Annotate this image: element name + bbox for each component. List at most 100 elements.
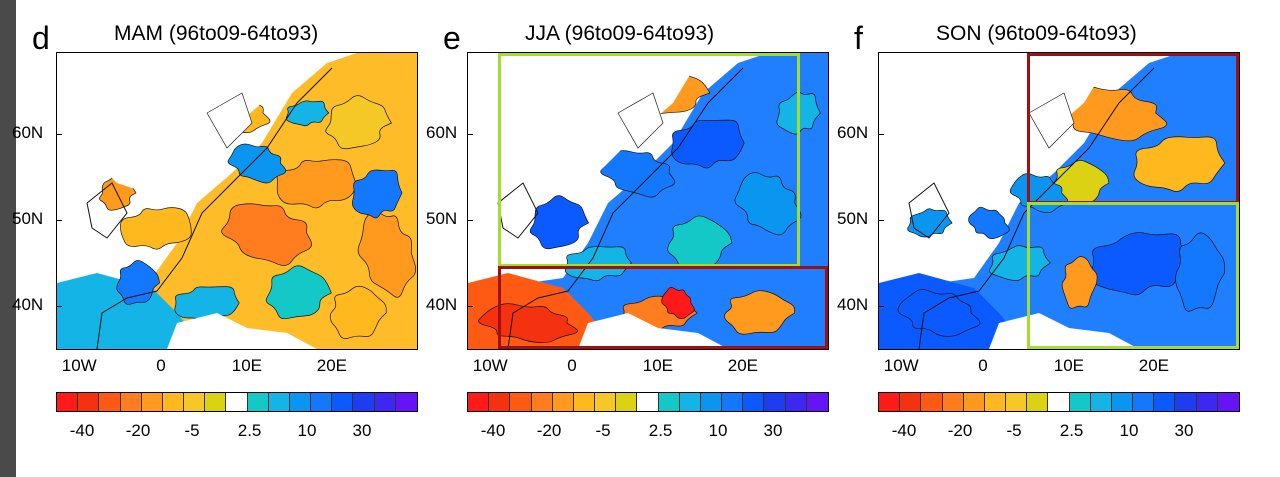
colorbar-segment (395, 393, 417, 411)
latitude-label: 60N (837, 123, 869, 142)
latitude-tick (56, 220, 62, 221)
colorbar-segment (616, 393, 638, 411)
latitude-label: 50N (12, 209, 44, 228)
colorbar-label: 2.5 (648, 421, 673, 440)
colorbar-label: -5 (1006, 421, 1022, 440)
latitude-label: 50N (426, 209, 458, 228)
longitude-label: 10W (61, 356, 97, 375)
colorbar-segment (57, 393, 79, 411)
latitude-tick (56, 306, 62, 307)
colorbar-label: 30 (763, 421, 783, 440)
colorbar (56, 392, 418, 412)
colorbar-segment (1111, 393, 1134, 411)
colorbar-label: 30 (352, 421, 372, 440)
longitude-label: 10W (472, 356, 508, 375)
colorbar-segment (510, 393, 532, 411)
latitude-label: 60N (426, 123, 458, 142)
colorbar-segment (552, 393, 574, 411)
map-panel (56, 52, 418, 350)
colorbar-label: 2.5 (1059, 421, 1084, 440)
colorbar-segment (879, 393, 901, 411)
latitude-label: 40N (837, 295, 869, 314)
panel-letter: f (854, 20, 863, 56)
colorbar-segment (743, 393, 765, 411)
colorbar-segment (595, 393, 617, 411)
colorbar-segment (921, 393, 943, 411)
longitude-label: 10E (642, 356, 673, 375)
colorbar-segment (1006, 393, 1028, 411)
colorbar-segment (374, 393, 396, 411)
latitude-tick (56, 134, 62, 135)
window-edge (0, 0, 16, 477)
colorbar-label: 10 (708, 421, 728, 440)
colorbar-segment (162, 393, 185, 411)
colorbar-segment (942, 393, 964, 411)
colorbar-segment (120, 393, 142, 411)
latitude-tick (878, 220, 884, 221)
colorbar-segment (247, 393, 269, 411)
latitude-tick (467, 220, 473, 221)
colorbar-segment (332, 393, 354, 411)
colorbar-segment (531, 393, 553, 411)
colorbar-label: 10 (297, 421, 317, 440)
colorbar-segment (184, 393, 206, 411)
colorbar-label: -40 (891, 421, 917, 440)
latitude-tick (878, 306, 884, 307)
colorbar (878, 392, 1240, 412)
colorbar-segment (353, 393, 375, 411)
colorbar-segment (489, 393, 511, 411)
colorbar-segment (1027, 393, 1049, 411)
colorbar-segment (722, 393, 744, 411)
colorbar-segment (289, 393, 312, 411)
longitude-label: 20E (1138, 356, 1169, 375)
colorbar-segment (984, 393, 1007, 411)
highlight-box (1027, 53, 1239, 204)
colorbar-segment (141, 393, 163, 411)
map-panel (467, 52, 829, 350)
latitude-tick (467, 306, 473, 307)
map-panel (878, 52, 1240, 350)
highlight-box (498, 53, 800, 267)
colorbar-segment (78, 393, 100, 411)
longitude-label: 20E (316, 356, 347, 375)
colorbar-segment (1090, 393, 1112, 411)
colorbar-label: -20 (125, 421, 151, 440)
colorbar-segment (1154, 393, 1176, 411)
colorbar-segment (1175, 393, 1197, 411)
colorbar-segment (806, 393, 828, 411)
colorbar-label: -5 (595, 421, 611, 440)
latitude-tick (467, 134, 473, 135)
colorbar-segment (311, 393, 333, 411)
latitude-tick (878, 134, 884, 135)
colorbar-segment (785, 393, 807, 411)
longitude-label: 20E (727, 356, 758, 375)
longitude-label: 10E (231, 356, 262, 375)
colorbar-segment (268, 393, 290, 411)
colorbar-label: -20 (536, 421, 562, 440)
longitude-label: 0 (156, 356, 166, 375)
latitude-label: 40N (426, 295, 458, 314)
colorbar (467, 392, 829, 412)
longitude-label: 0 (567, 356, 577, 375)
colorbar-label: -40 (480, 421, 506, 440)
colorbar-segment (700, 393, 723, 411)
colorbar-segment (1133, 393, 1155, 411)
panel-letter: d (32, 20, 50, 56)
colorbar-segment (764, 393, 786, 411)
colorbar-segment (1217, 393, 1239, 411)
latitude-label: 50N (837, 209, 869, 228)
panel-title: MAM (96to09-64to93) (114, 22, 319, 45)
colorbar-segment (205, 393, 227, 411)
colorbar-segment (1069, 393, 1091, 411)
colorbar-label: 10 (1119, 421, 1139, 440)
colorbar-label: 2.5 (237, 421, 262, 440)
colorbar-segment (573, 393, 596, 411)
panel-title: SON (96to09-64to93) (936, 22, 1137, 45)
colorbar-segment (658, 393, 680, 411)
colorbar-segment (1196, 393, 1218, 411)
colorbar-segment (99, 393, 121, 411)
colorbar-segment (468, 393, 490, 411)
longitude-label: 10W (883, 356, 919, 375)
latitude-label: 40N (12, 295, 44, 314)
colorbar-segment (963, 393, 985, 411)
